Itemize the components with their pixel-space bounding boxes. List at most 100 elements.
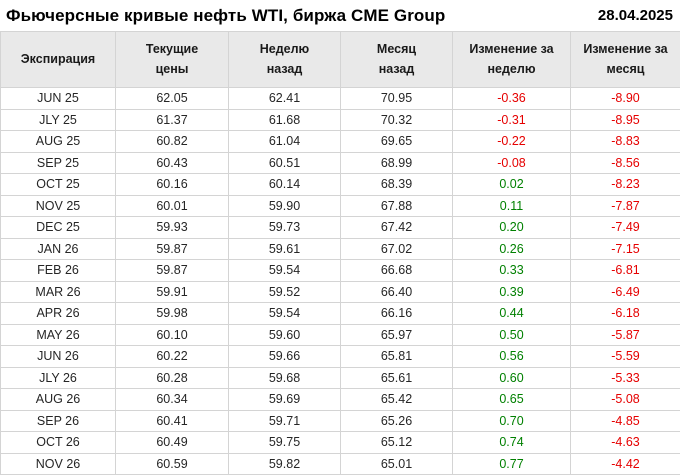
table-row: DEC 25 59.93 59.73 67.42 0.20 -7.49 xyxy=(0,216,680,239)
table-row: JLY 26 60.28 59.68 65.61 0.60 -5.33 xyxy=(0,366,680,389)
expiration-cell: MAR 26 xyxy=(0,280,116,303)
month-change-cell: -5.59 xyxy=(570,345,680,368)
current-price-cell: 60.49 xyxy=(115,431,229,454)
current-price-cell: 59.87 xyxy=(115,259,229,282)
week-change-cell: -0.08 xyxy=(452,151,571,174)
col-header-week-change: Изменение за неделю xyxy=(452,31,571,88)
week-ago-cell: 59.73 xyxy=(228,216,341,239)
table-row: APR 26 59.98 59.54 66.16 0.44 -6.18 xyxy=(0,302,680,325)
current-price-cell: 59.87 xyxy=(115,237,229,260)
week-ago-cell: 60.14 xyxy=(228,173,341,196)
expiration-cell: AUG 26 xyxy=(0,388,116,411)
week-change-cell: 0.33 xyxy=(452,259,571,282)
expiration-cell: MAY 26 xyxy=(0,323,116,346)
expiration-cell: JAN 26 xyxy=(0,237,116,260)
month-change-cell: -8.23 xyxy=(570,173,680,196)
week-change-cell: 0.39 xyxy=(452,280,571,303)
month-ago-cell: 65.61 xyxy=(340,366,453,389)
week-ago-cell: 59.68 xyxy=(228,366,341,389)
month-change-cell: -4.42 xyxy=(570,452,680,475)
table-row: AUG 26 60.34 59.69 65.42 0.65 -5.08 xyxy=(0,388,680,411)
table-row: SEP 25 60.43 60.51 68.99 -0.08 -8.56 xyxy=(0,151,680,174)
expiration-cell: FEB 26 xyxy=(0,259,116,282)
col-header-week-ago: Неделю назад xyxy=(228,31,341,88)
month-change-cell: -8.95 xyxy=(570,108,680,131)
week-change-cell: 0.56 xyxy=(452,345,571,368)
week-ago-cell: 59.52 xyxy=(228,280,341,303)
week-change-cell: 0.26 xyxy=(452,237,571,260)
current-price-cell: 59.91 xyxy=(115,280,229,303)
expiration-cell: AUG 25 xyxy=(0,130,116,153)
month-ago-cell: 65.42 xyxy=(340,388,453,411)
table-body: JUN 25 62.05 62.41 70.95 -0.36 -8.90 JLY 25 61.… xyxy=(0,87,680,475)
month-ago-cell: 66.16 xyxy=(340,302,453,325)
col-header-expiration: Экспирация xyxy=(0,31,116,88)
month-change-cell: -4.63 xyxy=(570,431,680,454)
expiration-cell: JUN 26 xyxy=(0,345,116,368)
month-change-cell: -7.49 xyxy=(570,216,680,239)
month-ago-cell: 65.97 xyxy=(340,323,453,346)
current-price-cell: 60.59 xyxy=(115,452,229,475)
month-ago-cell: 68.99 xyxy=(340,151,453,174)
month-ago-cell: 70.32 xyxy=(340,108,453,131)
current-price-cell: 60.01 xyxy=(115,194,229,217)
expiration-cell: OCT 25 xyxy=(0,173,116,196)
current-price-cell: 60.34 xyxy=(115,388,229,411)
current-price-cell: 61.37 xyxy=(115,108,229,131)
month-change-cell: -8.56 xyxy=(570,151,680,174)
week-ago-cell: 59.54 xyxy=(228,302,341,325)
week-ago-cell: 61.04 xyxy=(228,130,341,153)
week-change-cell: 0.60 xyxy=(452,366,571,389)
week-ago-cell: 60.51 xyxy=(228,151,341,174)
col-header-current-price: Текущие цены xyxy=(115,31,229,88)
month-ago-cell: 66.68 xyxy=(340,259,453,282)
col-header-month-change: Изменение за месяц xyxy=(570,31,680,88)
page-title: Фьючерсные кривые нефть WTI, биржа CME G… xyxy=(6,5,446,25)
table-row: JUN 26 60.22 59.66 65.81 0.56 -5.59 xyxy=(0,345,680,368)
expiration-cell: JLY 26 xyxy=(0,366,116,389)
week-ago-cell: 59.71 xyxy=(228,409,341,432)
month-change-cell: -7.87 xyxy=(570,194,680,217)
month-ago-cell: 67.88 xyxy=(340,194,453,217)
month-change-cell: -6.49 xyxy=(570,280,680,303)
week-change-cell: 0.20 xyxy=(452,216,571,239)
week-change-cell: 0.11 xyxy=(452,194,571,217)
current-price-cell: 59.93 xyxy=(115,216,229,239)
table-row: MAY 26 60.10 59.60 65.97 0.50 -5.87 xyxy=(0,323,680,346)
expiration-cell: JUN 25 xyxy=(0,87,116,110)
week-change-cell: 0.02 xyxy=(452,173,571,196)
month-ago-cell: 69.65 xyxy=(340,130,453,153)
current-price-cell: 62.05 xyxy=(115,87,229,110)
current-price-cell: 60.28 xyxy=(115,366,229,389)
table-row: NOV 25 60.01 59.90 67.88 0.11 -7.87 xyxy=(0,194,680,217)
week-change-cell: 0.50 xyxy=(452,323,571,346)
month-change-cell: -4.85 xyxy=(570,409,680,432)
week-ago-cell: 59.61 xyxy=(228,237,341,260)
expiration-cell: SEP 26 xyxy=(0,409,116,432)
week-ago-cell: 59.82 xyxy=(228,452,341,475)
table-row: OCT 25 60.16 60.14 68.39 0.02 -8.23 xyxy=(0,173,680,196)
table-row: AUG 25 60.82 61.04 69.65 -0.22 -8.83 xyxy=(0,130,680,153)
week-change-cell: 0.44 xyxy=(452,302,571,325)
table-row: JLY 25 61.37 61.68 70.32 -0.31 -8.95 xyxy=(0,108,680,131)
current-price-cell: 59.98 xyxy=(115,302,229,325)
table-row: FEB 26 59.87 59.54 66.68 0.33 -6.81 xyxy=(0,259,680,282)
report-header: Фьючерсные кривые нефть WTI, биржа CME G… xyxy=(0,0,680,31)
month-ago-cell: 67.02 xyxy=(340,237,453,260)
week-ago-cell: 59.54 xyxy=(228,259,341,282)
expiration-cell: JLY 25 xyxy=(0,108,116,131)
month-ago-cell: 70.95 xyxy=(340,87,453,110)
current-price-cell: 60.16 xyxy=(115,173,229,196)
expiration-cell: OCT 26 xyxy=(0,431,116,454)
month-ago-cell: 65.12 xyxy=(340,431,453,454)
futures-table: Экспирация Текущие цены Неделю назад Мес… xyxy=(0,31,680,475)
month-change-cell: -5.87 xyxy=(570,323,680,346)
month-change-cell: -7.15 xyxy=(570,237,680,260)
week-ago-cell: 59.66 xyxy=(228,345,341,368)
current-price-cell: 60.82 xyxy=(115,130,229,153)
table-row: JAN 26 59.87 59.61 67.02 0.26 -7.15 xyxy=(0,237,680,260)
week-ago-cell: 59.75 xyxy=(228,431,341,454)
week-ago-cell: 59.60 xyxy=(228,323,341,346)
month-ago-cell: 65.81 xyxy=(340,345,453,368)
table-row: NOV 26 60.59 59.82 65.01 0.77 -4.42 xyxy=(0,452,680,475)
